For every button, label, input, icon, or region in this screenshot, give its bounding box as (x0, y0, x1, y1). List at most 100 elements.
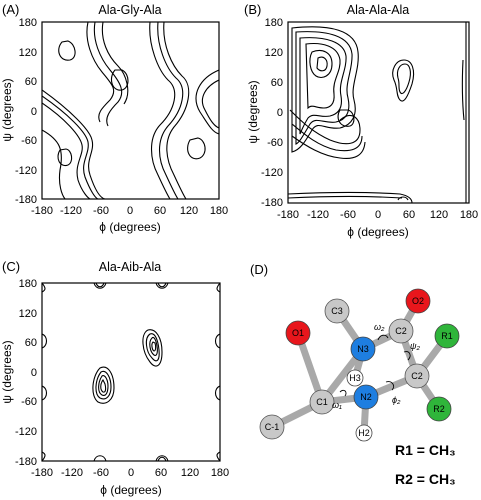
psi2-label: ψ₂ (410, 341, 421, 351)
atom-c-minus-1-label: C-1 (265, 422, 280, 432)
y-tick-label: -180 (15, 456, 37, 468)
psi2-arrow (403, 351, 411, 361)
panel-a-yticks: 180 120 60 0 -60 -120 -180 (15, 17, 37, 206)
panel-b-xlabel: ϕ (degrees) (347, 225, 408, 239)
atom-c1: C1 (309, 389, 335, 415)
atom-c2-alpha: C2 (404, 363, 430, 389)
panel-c-title: Ala-Aib-Ala (99, 260, 162, 274)
panel-a-ylabel: ψ (degrees) (0, 78, 14, 141)
panel-b-label: (B) (244, 2, 261, 17)
y-tick-label: 120 (19, 47, 37, 59)
atom-r1-label: R1 (441, 331, 453, 341)
x-tick-label: -120 (61, 467, 83, 479)
y-tick-label: -120 (15, 426, 37, 438)
panel-b: (B) Ala-Ala-Ala (244, 2, 478, 239)
atom-h3: H3 (346, 369, 364, 387)
y-tick-label: 60 (25, 337, 37, 349)
x-tick-label: 60 (155, 467, 167, 479)
panel-b-ylabel: ψ (degrees) (246, 80, 260, 143)
y-tick-label: 60 (25, 76, 37, 88)
panel-b-yticks: 180 120 60 0 -60 -120 -180 (261, 17, 283, 209)
atom-h2: H2 (355, 424, 373, 442)
atom-n3-label: N3 (357, 344, 369, 354)
y-tick-label: 0 (31, 106, 37, 118)
x-tick-label: -120 (60, 205, 82, 217)
atom-o2-label: O2 (412, 296, 424, 306)
atom-h3-label: H3 (349, 373, 361, 383)
x-tick-label: -180 (31, 205, 53, 217)
atom-r2: R2 (426, 396, 452, 422)
omega2-arrow (377, 334, 389, 341)
panel-b-title: Ala-Ala-Ala (347, 3, 410, 17)
omega1-arrow (339, 389, 347, 397)
panel-a-xlabel: ϕ (degrees) (99, 220, 160, 234)
x-tick-label: 0 (375, 209, 381, 221)
atom-c2-label: C2 (395, 326, 407, 336)
omega1-label: ω₁ (332, 400, 342, 410)
y-tick-label: -60 (21, 135, 37, 147)
x-tick-label: -180 (31, 467, 53, 479)
x-tick-label: 60 (154, 205, 166, 217)
atom-c2: C2 (388, 318, 414, 344)
panel-c-xlabel: ϕ (degrees) (100, 483, 161, 497)
atom-c1-label: C1 (316, 397, 328, 407)
y-tick-label: -120 (15, 165, 37, 177)
atom-n2: N2 (353, 384, 379, 410)
y-tick-label: -60 (267, 137, 283, 149)
atom-c3-label: C3 (331, 306, 343, 316)
atom-c2-alpha-label: C2 (411, 371, 423, 381)
panel-c-label: (C) (2, 259, 20, 274)
panel-b-contours (288, 22, 467, 203)
legend-r1: R1 = CH₃ (395, 442, 456, 458)
panel-d: (D) O1 C3 O2 (250, 262, 460, 487)
panel-a-plot: 180 120 60 0 -60 -120 -180 -180 -120 -60… (0, 17, 228, 234)
x-tick-label: -180 (277, 209, 299, 221)
atom-r1: R1 (434, 323, 460, 349)
atom-h2-label: H2 (358, 428, 370, 438)
x-tick-label: 180 (460, 209, 478, 221)
x-tick-label: -60 (340, 209, 356, 221)
panel-c-contours (42, 283, 220, 461)
x-tick-label: 120 (181, 467, 199, 479)
y-tick-label: -180 (15, 194, 37, 206)
y-tick-label: -180 (261, 197, 283, 209)
atom-c3: C3 (324, 298, 350, 324)
panel-d-label: (D) (250, 262, 268, 277)
y-tick-label: -120 (261, 167, 283, 179)
x-tick-label: 0 (128, 467, 134, 479)
panel-a-xticks: -180 -120 -60 0 60 120 180 (31, 205, 228, 217)
atom-o2: O2 (405, 288, 431, 314)
panel-c: (C) Ala-Aib-Ala (0, 259, 229, 497)
panel-a: (A) Ala-Gly-Ala (0, 2, 228, 234)
x-tick-label: 120 (180, 205, 198, 217)
x-tick-label: -120 (307, 209, 329, 221)
y-tick-label: 180 (265, 17, 283, 29)
legend-r2: R2 = CH₃ (395, 471, 456, 487)
torsion-arrows (339, 334, 411, 397)
panel-c-plot: 180 120 60 0 -60 -120 -180 -180 -120 -60… (0, 278, 229, 497)
atom-n3: N3 (350, 336, 376, 362)
x-tick-label: 120 (430, 209, 448, 221)
y-tick-label: 0 (277, 107, 283, 119)
y-tick-label: 120 (19, 308, 37, 320)
atom-o1: O1 (285, 320, 311, 346)
x-tick-label: 60 (403, 209, 415, 221)
atom-n2-label: N2 (360, 392, 372, 402)
y-tick-label: 60 (271, 77, 283, 89)
x-tick-label: 180 (211, 467, 229, 479)
panel-a-label: (A) (2, 2, 19, 17)
panel-a-contours (42, 22, 219, 199)
y-tick-label: 180 (19, 17, 37, 29)
panel-b-xticks: -180 -120 -60 0 60 120 180 (277, 209, 478, 221)
x-tick-label: -60 (93, 205, 109, 217)
atom-o1-label: O1 (292, 328, 304, 338)
y-tick-label: 0 (31, 367, 37, 379)
atom-r2-label: R2 (433, 404, 445, 414)
omega2-label: ω₂ (374, 322, 385, 332)
x-tick-label: 180 (210, 205, 228, 217)
y-tick-label: 120 (265, 47, 283, 59)
panel-a-title: Ala-Gly-Ala (98, 3, 161, 17)
panel-c-yticks: 180 120 60 0 -60 -120 -180 (15, 278, 37, 468)
x-tick-label: -60 (93, 467, 109, 479)
